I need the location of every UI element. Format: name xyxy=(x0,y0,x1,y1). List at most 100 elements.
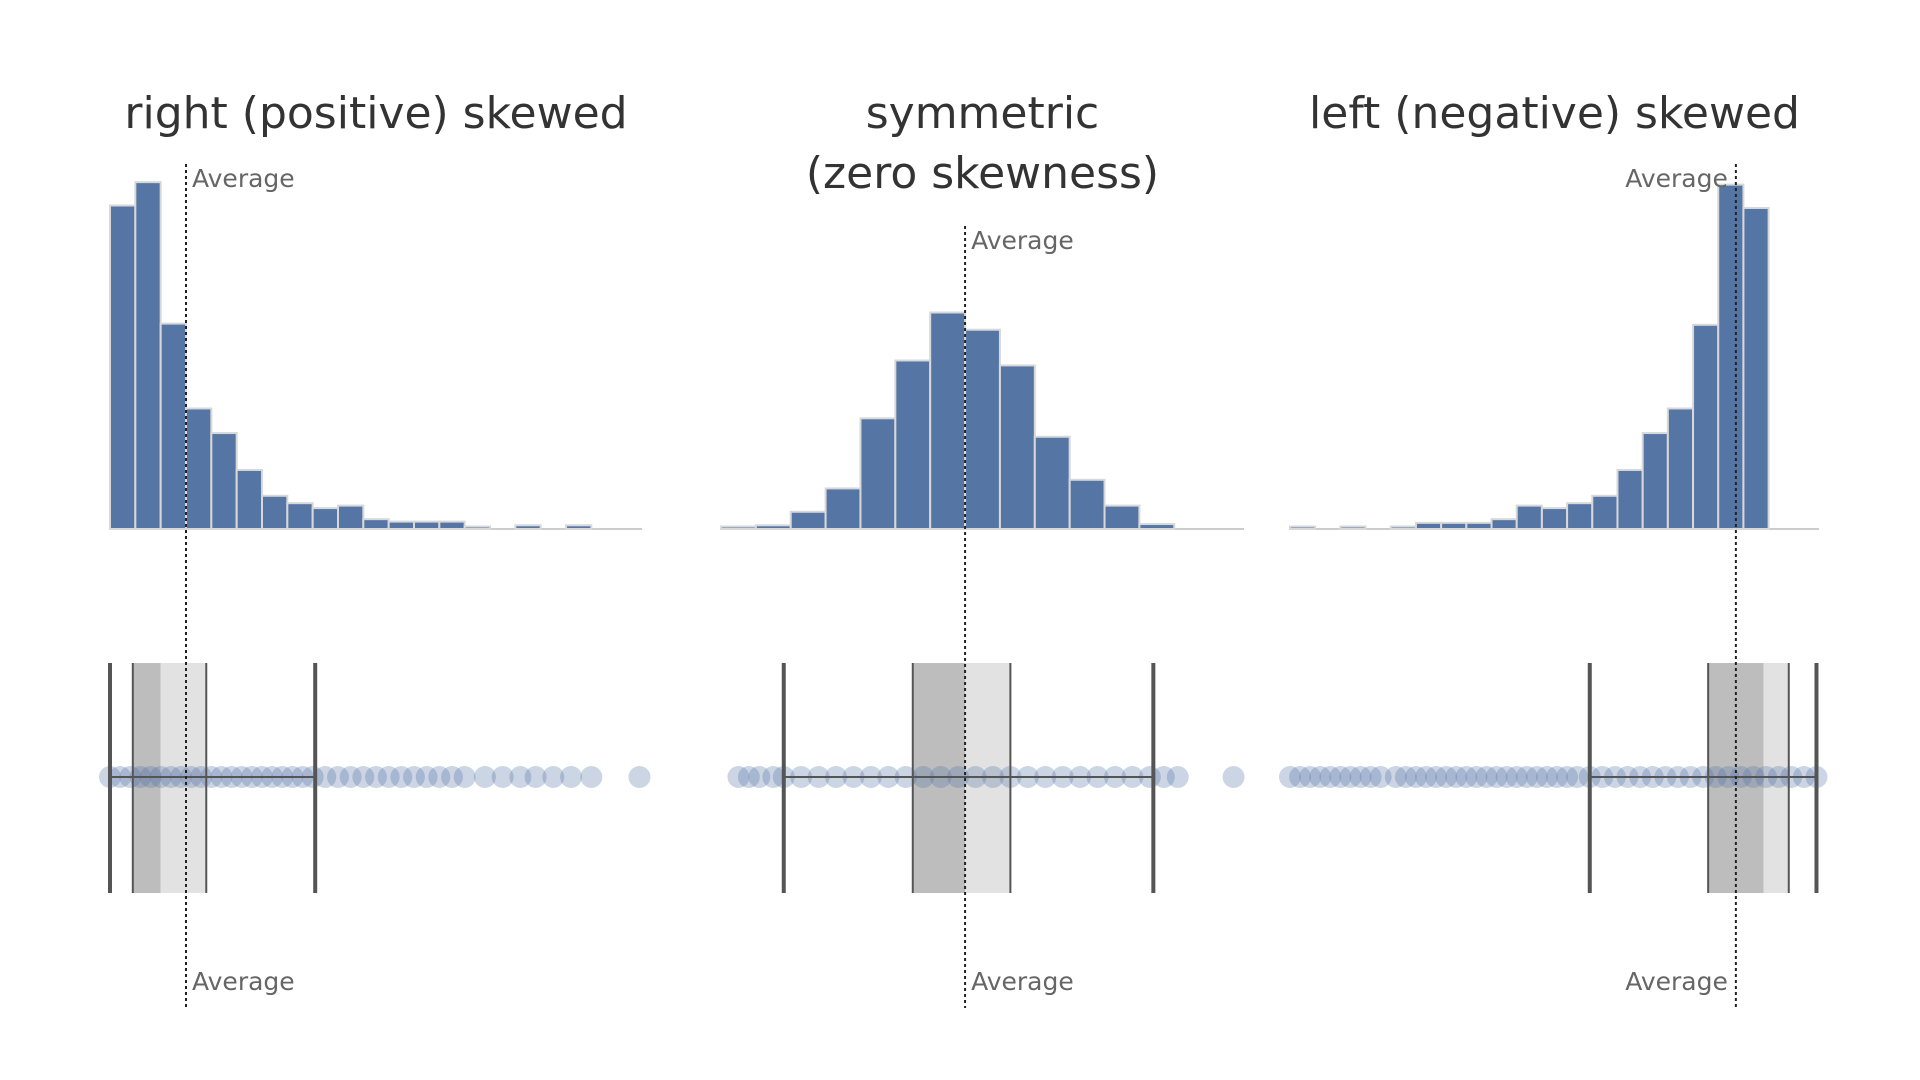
point xyxy=(1289,766,1312,788)
bar xyxy=(362,518,390,530)
point xyxy=(390,766,413,788)
point xyxy=(1152,766,1175,788)
point xyxy=(762,766,785,788)
point xyxy=(403,766,425,788)
bar xyxy=(964,328,1001,530)
bar xyxy=(1515,504,1543,531)
bar xyxy=(565,524,593,530)
point xyxy=(1505,766,1528,788)
bar xyxy=(1068,478,1106,530)
panel-title: left (negative) skewed xyxy=(1309,88,1800,139)
bar xyxy=(1465,521,1493,530)
bar xyxy=(1389,525,1417,530)
point xyxy=(339,766,362,788)
average-label: Average xyxy=(971,226,1074,255)
point xyxy=(727,766,750,788)
panel: right (positive) skewed Average Average xyxy=(99,88,651,1008)
bar xyxy=(998,364,1036,530)
point xyxy=(352,766,375,788)
point xyxy=(1515,766,1538,788)
point xyxy=(1394,766,1417,788)
bar xyxy=(1414,521,1443,530)
bar xyxy=(1566,502,1594,531)
bar xyxy=(754,524,792,530)
point xyxy=(1425,766,1448,788)
bar xyxy=(1742,206,1770,530)
average-label: Average xyxy=(1625,967,1728,996)
point xyxy=(1299,766,1322,788)
average-label: Average xyxy=(192,967,295,996)
bar xyxy=(286,502,314,531)
bar xyxy=(789,510,827,530)
bar xyxy=(438,520,466,530)
bar xyxy=(337,504,365,531)
point xyxy=(1369,766,1392,788)
point xyxy=(748,766,771,788)
point xyxy=(1404,766,1427,788)
bar xyxy=(1289,525,1317,530)
bar xyxy=(235,468,264,530)
point xyxy=(1475,766,1498,788)
bar xyxy=(720,525,757,530)
bar xyxy=(1692,323,1720,530)
point xyxy=(524,766,547,788)
bar xyxy=(159,322,188,530)
bar xyxy=(463,525,491,530)
bar xyxy=(1540,507,1569,530)
point xyxy=(1535,766,1558,788)
point xyxy=(428,766,451,788)
point xyxy=(314,766,337,788)
bar xyxy=(413,520,441,530)
panel-title: symmetric xyxy=(866,88,1100,139)
average-label: Average xyxy=(192,164,295,193)
point xyxy=(441,766,463,788)
bar xyxy=(894,359,932,530)
bar xyxy=(1641,432,1669,530)
point xyxy=(1435,766,1458,788)
bar xyxy=(929,311,967,530)
panel-title: right (positive) skewed xyxy=(124,88,627,139)
panel-title: (zero skewness) xyxy=(806,148,1159,199)
point xyxy=(1495,766,1518,788)
average-label: Average xyxy=(971,967,1074,996)
point xyxy=(1566,766,1589,788)
point xyxy=(1485,766,1508,788)
bar xyxy=(1440,521,1468,530)
point xyxy=(1556,766,1579,788)
point xyxy=(1339,766,1362,788)
point xyxy=(1279,766,1301,788)
bar xyxy=(1717,183,1745,530)
point xyxy=(377,766,400,788)
point xyxy=(1319,766,1342,788)
bar xyxy=(1138,523,1176,531)
point xyxy=(1349,766,1372,788)
bar xyxy=(185,407,213,530)
point xyxy=(1546,766,1569,788)
bar xyxy=(1103,504,1141,531)
point xyxy=(1359,766,1382,788)
bar xyxy=(1591,494,1619,531)
point xyxy=(628,766,651,788)
bar xyxy=(1490,518,1518,530)
panel: left (negative) skewed Average Average xyxy=(1279,88,1828,1008)
bar xyxy=(1339,525,1367,530)
point xyxy=(491,766,514,788)
point xyxy=(1455,766,1478,788)
point xyxy=(1222,766,1245,788)
bar xyxy=(1666,407,1695,530)
point xyxy=(580,766,603,788)
average-label: Average xyxy=(1625,164,1728,193)
point xyxy=(1465,766,1488,788)
bar xyxy=(514,524,542,530)
point xyxy=(365,766,387,788)
bar xyxy=(109,204,137,530)
bar xyxy=(1033,435,1071,530)
bar xyxy=(311,507,339,530)
bar xyxy=(824,487,862,531)
point xyxy=(473,766,496,788)
point xyxy=(1445,766,1468,788)
point xyxy=(1415,766,1438,788)
point xyxy=(1384,766,1407,788)
bar xyxy=(261,494,289,531)
point xyxy=(542,766,565,788)
